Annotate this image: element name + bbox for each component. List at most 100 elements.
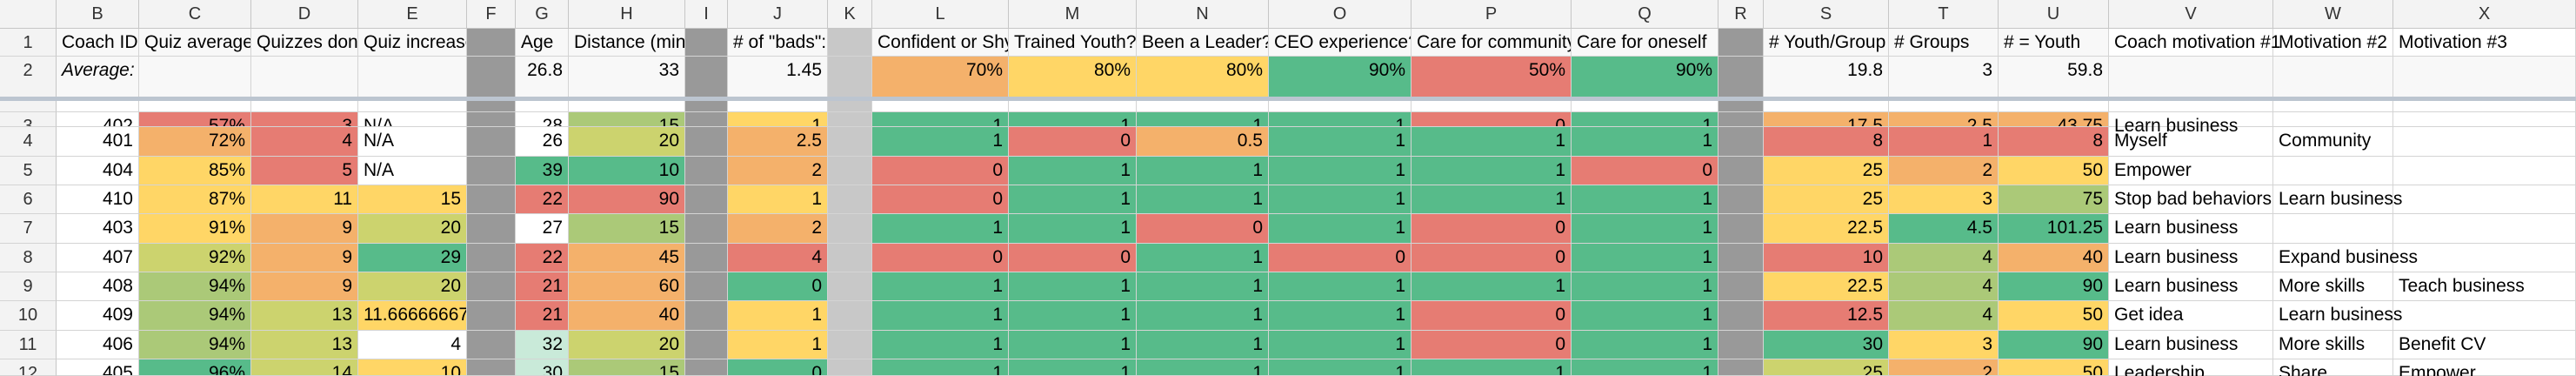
cell-i9[interactable] bbox=[685, 272, 728, 301]
cell-v1[interactable]: Coach motivation #1 bbox=[2109, 29, 2280, 57]
cell-h7[interactable]: 15 bbox=[569, 214, 685, 244]
cell-u6[interactable]: 75 bbox=[1999, 185, 2109, 214]
cell-r12[interactable] bbox=[1718, 359, 1764, 376]
cell-l4[interactable]: 1 bbox=[872, 127, 1009, 157]
cell-n2[interactable]: 80% bbox=[1137, 57, 1269, 98]
cell-e4[interactable]: N/A bbox=[358, 127, 467, 157]
cell-e2[interactable] bbox=[358, 57, 467, 98]
column-header-c[interactable]: C bbox=[139, 0, 251, 29]
cell-s2[interactable]: 19.8 bbox=[1764, 57, 1889, 98]
cell-d6[interactable]: 11 bbox=[251, 185, 358, 214]
column-header-p[interactable]: P bbox=[1411, 0, 1572, 29]
cell-t7[interactable]: 4.5 bbox=[1889, 214, 1999, 244]
cell-k7[interactable] bbox=[828, 214, 872, 244]
cell-f2[interactable] bbox=[467, 57, 516, 98]
column-header-b[interactable]: B bbox=[57, 0, 139, 29]
cell-q9[interactable]: 1 bbox=[1572, 272, 1718, 301]
cell-o10[interactable]: 1 bbox=[1269, 301, 1411, 331]
column-header-f[interactable]: F bbox=[467, 0, 516, 29]
cell-d9[interactable]: 9 bbox=[251, 272, 358, 301]
cell-n10[interactable]: 1 bbox=[1137, 301, 1269, 331]
cell-w3[interactable] bbox=[2273, 112, 2393, 127]
cell-n5[interactable]: 1 bbox=[1137, 157, 1269, 185]
cell-q7[interactable]: 1 bbox=[1572, 214, 1718, 244]
row-header-1[interactable]: 1 bbox=[0, 29, 57, 57]
cell-c4[interactable]: 72% bbox=[139, 127, 251, 157]
cell-b10[interactable]: 409 bbox=[57, 301, 139, 331]
cell-h11[interactable]: 20 bbox=[569, 331, 685, 359]
cell-n6[interactable]: 1 bbox=[1137, 185, 1269, 214]
cell-b8[interactable]: 407 bbox=[57, 244, 139, 272]
cell-g11[interactable]: 32 bbox=[516, 331, 569, 359]
cell-g4[interactable]: 26 bbox=[516, 127, 569, 157]
cell-x10[interactable] bbox=[2393, 301, 2576, 331]
cell-c3[interactable]: 57% bbox=[139, 112, 251, 127]
cell-m1[interactable]: Trained Youth? bbox=[1009, 29, 1137, 57]
cell-k8[interactable] bbox=[828, 244, 872, 272]
cell-i8[interactable] bbox=[685, 244, 728, 272]
cell-p3[interactable]: 0 bbox=[1411, 112, 1572, 127]
cell-e7[interactable]: 20 bbox=[358, 214, 467, 244]
cell-p8[interactable]: 0 bbox=[1411, 244, 1572, 272]
cell-e9[interactable]: 20 bbox=[358, 272, 467, 301]
cell-e1[interactable]: Quiz increase bbox=[358, 29, 467, 57]
column-header-g[interactable]: G bbox=[516, 0, 569, 29]
cell-r3[interactable] bbox=[1718, 112, 1764, 127]
cell-o8[interactable]: 0 bbox=[1269, 244, 1411, 272]
cell-s5[interactable]: 25 bbox=[1764, 157, 1889, 185]
cell-m7[interactable]: 1 bbox=[1009, 214, 1137, 244]
cell-k12[interactable] bbox=[828, 359, 872, 376]
cell-c12[interactable]: 96% bbox=[139, 359, 251, 376]
cell-u1[interactable]: # = Youth bbox=[1999, 29, 2109, 57]
cell-i4[interactable] bbox=[685, 127, 728, 157]
cell-f9[interactable] bbox=[467, 272, 516, 301]
cell-n4[interactable]: 0.5 bbox=[1137, 127, 1269, 157]
column-header-d[interactable]: D bbox=[251, 0, 358, 29]
cell-b12[interactable]: 405 bbox=[57, 359, 139, 376]
row-header-10[interactable]: 10 bbox=[0, 301, 57, 331]
cell-c9[interactable]: 94% bbox=[139, 272, 251, 301]
cell-j7[interactable]: 2 bbox=[728, 214, 828, 244]
cell-j11[interactable]: 1 bbox=[728, 331, 828, 359]
cell-f10[interactable] bbox=[467, 301, 516, 331]
cell-n1[interactable]: Been a Leader? bbox=[1137, 29, 1269, 57]
cell-x12[interactable]: Empower bbox=[2393, 359, 2576, 376]
cell-p6[interactable]: 1 bbox=[1411, 185, 1572, 214]
cell-l9[interactable]: 1 bbox=[872, 272, 1009, 301]
cell-g10[interactable]: 21 bbox=[516, 301, 569, 331]
cell-c5[interactable]: 85% bbox=[139, 157, 251, 185]
cell-f8[interactable] bbox=[467, 244, 516, 272]
cell-t5[interactable]: 2 bbox=[1889, 157, 1999, 185]
column-header-x[interactable]: X bbox=[2393, 0, 2576, 29]
cell-s12[interactable]: 25 bbox=[1764, 359, 1889, 376]
cell-v9[interactable]: Learn business bbox=[2109, 272, 2273, 301]
column-header-u[interactable]: U bbox=[1999, 0, 2109, 29]
cell-h12[interactable]: 15 bbox=[569, 359, 685, 376]
cell-o6[interactable]: 1 bbox=[1269, 185, 1411, 214]
cell-c2[interactable] bbox=[139, 57, 251, 98]
cell-x8[interactable] bbox=[2393, 244, 2576, 272]
cell-r4[interactable] bbox=[1718, 127, 1764, 157]
cell-w7[interactable] bbox=[2273, 214, 2393, 244]
cell-t12[interactable]: 2 bbox=[1889, 359, 1999, 376]
cell-d5[interactable]: 5 bbox=[251, 157, 358, 185]
cell-i1[interactable] bbox=[685, 29, 728, 57]
cell-k3[interactable] bbox=[828, 112, 872, 127]
cell-e11[interactable]: 4 bbox=[358, 331, 467, 359]
cell-r5[interactable] bbox=[1718, 157, 1764, 185]
cell-r6[interactable] bbox=[1718, 185, 1764, 214]
cell-x2[interactable] bbox=[2393, 57, 2576, 98]
cell-q3[interactable]: 1 bbox=[1572, 112, 1718, 127]
cell-d3[interactable]: 3 bbox=[251, 112, 358, 127]
cell-i12[interactable] bbox=[685, 359, 728, 376]
cell-o2[interactable]: 90% bbox=[1269, 57, 1411, 98]
cell-s7[interactable]: 22.5 bbox=[1764, 214, 1889, 244]
cell-w5[interactable] bbox=[2273, 157, 2393, 185]
cell-t10[interactable]: 4 bbox=[1889, 301, 1999, 331]
cell-g1[interactable]: Age bbox=[516, 29, 569, 57]
row-header-3[interactable]: 3 bbox=[0, 112, 57, 127]
cell-e5[interactable]: N/A bbox=[358, 157, 467, 185]
cell-w1[interactable]: Motivation #2 bbox=[2273, 29, 2393, 57]
cell-r7[interactable] bbox=[1718, 214, 1764, 244]
cell-j4[interactable]: 2.5 bbox=[728, 127, 828, 157]
